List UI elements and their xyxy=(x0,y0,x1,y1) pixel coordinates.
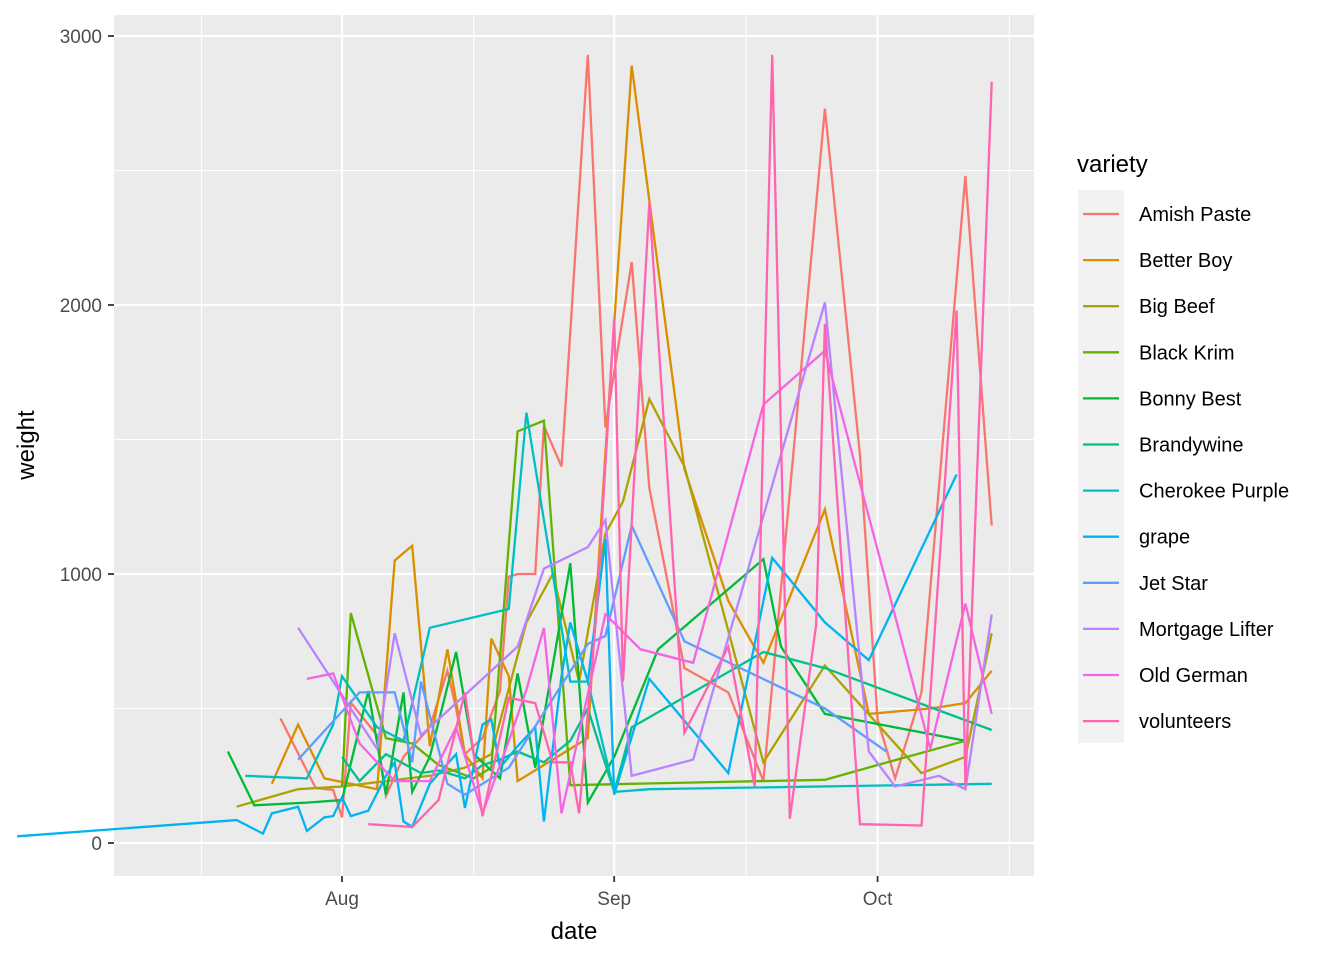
grid-major xyxy=(114,15,1034,876)
y-tick-label: 1000 xyxy=(60,565,102,586)
legend-label: Brandywine xyxy=(1139,435,1244,457)
y-tick-label: 3000 xyxy=(60,27,102,48)
legend-item: Amish Paste xyxy=(1083,204,1251,226)
x-tick-label: Oct xyxy=(863,889,893,910)
y-axis-title: weight xyxy=(13,410,40,481)
legend-label: volunteers xyxy=(1139,711,1231,733)
legend-title: variety xyxy=(1077,151,1148,178)
legend-item: Mortgage Lifter xyxy=(1083,619,1274,641)
series-lines xyxy=(17,54,993,838)
legend-item: volunteers xyxy=(1083,711,1231,733)
grid-minor xyxy=(114,15,1034,876)
legend-label: Better Boy xyxy=(1139,250,1232,272)
y-tick-label: 0 xyxy=(91,834,102,855)
series-line-mortgage-lifter xyxy=(297,301,993,791)
legend-item: grape xyxy=(1083,527,1190,549)
series-line-cherokee-purple xyxy=(245,412,992,794)
legend-item: Big Beef xyxy=(1083,296,1215,318)
legend-item: Jet Star xyxy=(1083,573,1208,595)
legend-item: Black Krim xyxy=(1083,342,1235,364)
legend-item: Cherokee Purple xyxy=(1083,481,1289,503)
legend-key-background xyxy=(1078,190,1124,743)
legend-label: Mortgage Lifter xyxy=(1139,619,1274,641)
x-axis: Aug Sep Oct xyxy=(325,876,893,910)
series-line-jet-star xyxy=(297,522,888,796)
legend-label: Big Beef xyxy=(1139,296,1215,318)
series-line-bonny-best xyxy=(226,557,966,807)
legend-item: Bonny Best xyxy=(1083,388,1242,410)
series-line-volunteers xyxy=(368,54,993,829)
legend-label: Cherokee Purple xyxy=(1139,481,1289,503)
y-axis: 0 1000 2000 3000 xyxy=(60,27,114,855)
legend-item: Better Boy xyxy=(1083,250,1232,272)
legend-label: Jet Star xyxy=(1139,573,1208,595)
legend-item: Old German xyxy=(1083,665,1248,687)
legend-label: Amish Paste xyxy=(1139,204,1251,226)
legend-label: Black Krim xyxy=(1139,342,1235,364)
x-tick-label: Aug xyxy=(325,889,359,910)
x-axis-title: date xyxy=(551,918,598,945)
legend-label: Old German xyxy=(1139,665,1248,687)
legend-label: Bonny Best xyxy=(1139,388,1242,410)
legend: variety Amish Paste Better Boy Big Beef Bla… xyxy=(1077,151,1289,743)
series-line-grape xyxy=(17,474,958,838)
x-tick-label: Sep xyxy=(597,889,631,910)
legend-label: grape xyxy=(1139,527,1190,549)
series-line-brandywine xyxy=(341,650,993,796)
y-tick-label: 2000 xyxy=(60,296,102,317)
legend-item: Brandywine xyxy=(1083,435,1244,457)
